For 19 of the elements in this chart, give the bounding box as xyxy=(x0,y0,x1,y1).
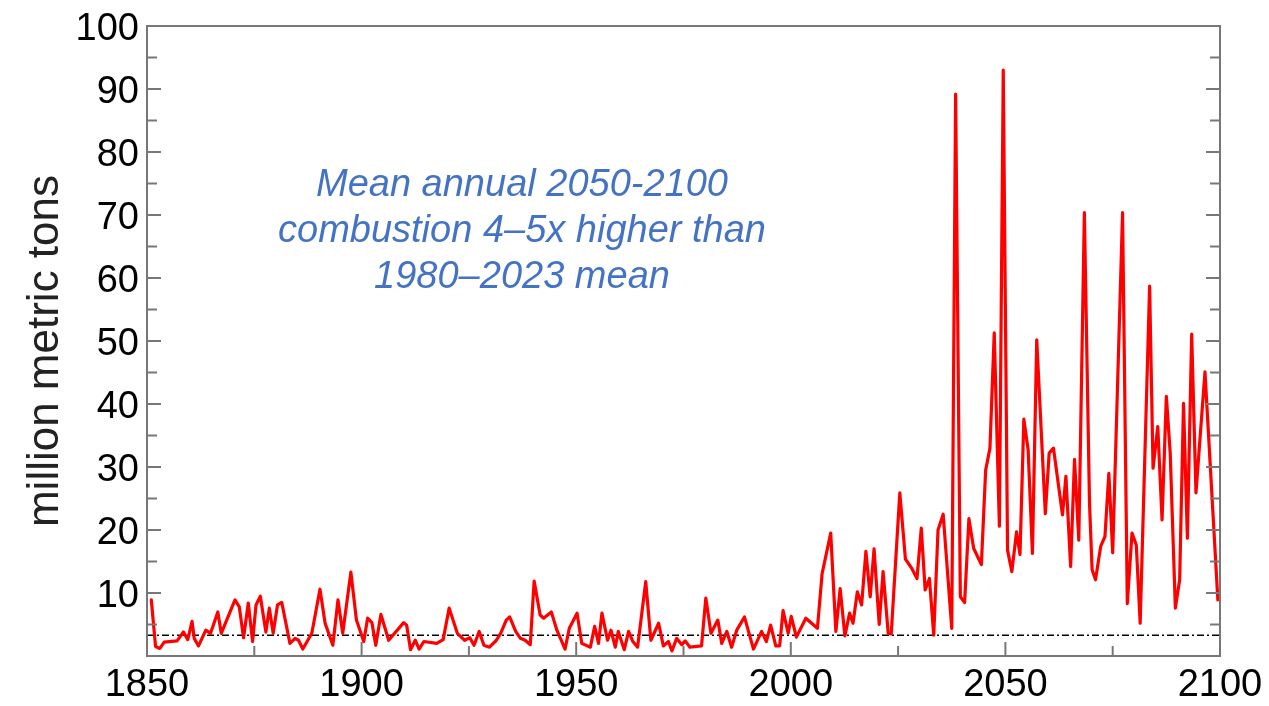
y-tick-label: 70 xyxy=(96,194,139,237)
x-tick-label: 2050 xyxy=(963,662,1048,704)
y-tick-label: 30 xyxy=(96,446,139,489)
y-tick-label: 90 xyxy=(96,68,139,111)
x-tick-label: 2100 xyxy=(1177,662,1263,704)
y-tick-label: 50 xyxy=(96,320,139,363)
annotation: Mean annual 2050-2100 combustion 4–5x higher than 1980–2023 mean xyxy=(278,162,766,296)
y-axis-title: million metric tons xyxy=(18,174,67,528)
x-tick-label: 1900 xyxy=(319,662,404,704)
y-tick-label: 10 xyxy=(96,572,139,615)
x-tick-label: 2000 xyxy=(748,662,834,704)
y-tick-label: 100 xyxy=(75,5,139,48)
y-tick-label: 80 xyxy=(96,131,139,174)
y-tick-label: 20 xyxy=(96,509,139,552)
y-tick-label: 60 xyxy=(96,257,139,300)
line-series xyxy=(149,68,1220,653)
y-tick-label: 40 xyxy=(96,383,139,426)
x-tick-label: 1850 xyxy=(104,662,190,704)
x-tick-label: 1950 xyxy=(533,662,619,704)
